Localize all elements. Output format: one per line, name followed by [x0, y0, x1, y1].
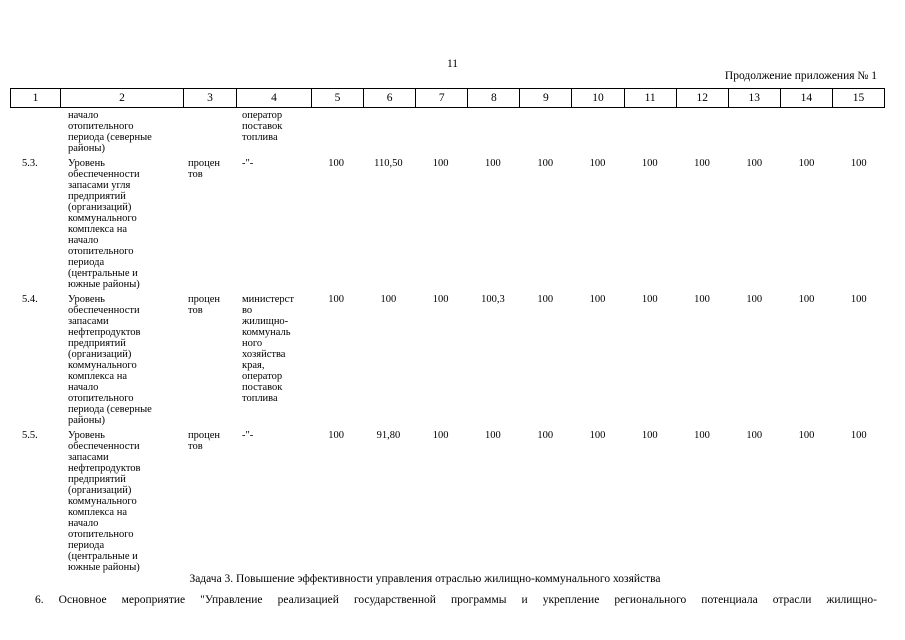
- value-cell: 100: [694, 158, 710, 169]
- value-cell: 100: [850, 158, 867, 169]
- page-number: 11: [446, 58, 459, 70]
- table-row: начало отопительного периода (северные р…: [10, 110, 885, 154]
- program-item-line: 6. Основное мероприятие "Управление реал…: [35, 594, 877, 606]
- responsible-cell: -"-: [242, 158, 254, 169]
- column-number-cell: 15: [831, 89, 884, 107]
- value-cell: 100: [537, 158, 554, 169]
- column-number-cell: 9: [519, 89, 571, 107]
- table-row: 5.4. Уровень обеспеченности запасами нефт…: [10, 294, 885, 426]
- column-number-cell: 8: [467, 89, 519, 107]
- responsible-cell: оператор поставок топлива: [242, 110, 283, 143]
- value-cell: 100: [328, 158, 344, 169]
- column-number-cell: 4: [236, 89, 311, 107]
- value-cell: 91,80: [376, 430, 401, 441]
- appendix-continuation-label: Продолжение приложения № 1: [724, 70, 877, 82]
- value-cell: 100: [798, 158, 815, 169]
- row-number-cell: 5.4.: [22, 294, 38, 305]
- value-cell: 100: [694, 294, 710, 305]
- value-cell: 100: [746, 158, 763, 169]
- value-cell: 100: [746, 294, 763, 305]
- column-number-cell: 7: [415, 89, 467, 107]
- indicator-cell: Уровень обеспеченности запасами нефтепро…: [68, 294, 152, 426]
- column-number-cell: 2: [60, 89, 183, 107]
- column-number-cell: 12: [675, 89, 728, 107]
- value-cell: 100: [589, 294, 606, 305]
- value-cell: 100: [485, 158, 501, 169]
- value-cell: 100: [589, 158, 606, 169]
- value-cell: 100: [537, 430, 554, 441]
- table-body: начало отопительного периода (северные р…: [10, 110, 885, 573]
- column-number-cell: 10: [571, 89, 623, 107]
- value-cell: 100: [798, 294, 815, 305]
- value-cell: 100: [589, 430, 606, 441]
- value-cell: 100: [328, 430, 344, 441]
- column-number-cell: 5: [311, 89, 363, 107]
- column-number-cell: 6: [363, 89, 415, 107]
- value-cell: 100: [850, 294, 867, 305]
- value-cell: 100: [432, 430, 449, 441]
- indicator-cell: Уровень обеспеченности запасами угля пре…: [68, 158, 140, 290]
- unit-cell: процен тов: [188, 294, 221, 316]
- value-cell: 100: [432, 158, 449, 169]
- value-cell: 100,3: [481, 294, 505, 305]
- table-row: 5.3. Уровень обеспеченности запасами угля…: [10, 158, 885, 290]
- value-cell: 100: [641, 430, 658, 441]
- value-cell: 100: [380, 294, 397, 305]
- value-cell: 100: [641, 294, 658, 305]
- indicator-cell: Уровень обеспеченности запасами нефтепро…: [68, 430, 141, 573]
- responsible-cell: министерст во жилищно- коммуналь ного хо…: [242, 294, 294, 404]
- value-cell: 100: [641, 158, 658, 169]
- column-number-cell: 1: [32, 92, 39, 104]
- column-number-cell: 11: [623, 89, 676, 107]
- column-number-cell: 14: [779, 89, 832, 107]
- value-cell: 100: [798, 430, 815, 441]
- task-heading: Задача 3. Повышение эффективности управл…: [189, 573, 661, 585]
- table-column-number-strip: 1 2 3 4 5 6 7 8 9 10 11 12 13 14 15: [10, 88, 885, 108]
- row-number-cell: 5.3.: [22, 158, 38, 169]
- value-cell: 100: [537, 294, 554, 305]
- indicator-cell: начало отопительного периода (северные р…: [68, 110, 152, 154]
- value-cell: 100: [850, 430, 867, 441]
- table-row: 5.5. Уровень обеспеченности запасами нефт…: [10, 430, 885, 573]
- responsible-cell: -"-: [242, 430, 254, 441]
- row-number-cell: 5.5.: [22, 430, 38, 441]
- value-cell: 100: [328, 294, 344, 305]
- unit-cell: процен тов: [188, 430, 221, 452]
- value-cell: 110,50: [374, 158, 403, 169]
- value-cell: 100: [432, 294, 449, 305]
- value-cell: 100: [485, 430, 501, 441]
- value-cell: 100: [694, 430, 710, 441]
- column-number-cell: 3: [183, 89, 236, 107]
- column-number-cell: 13: [727, 89, 780, 107]
- value-cell: 100: [746, 430, 763, 441]
- unit-cell: процен тов: [188, 158, 221, 180]
